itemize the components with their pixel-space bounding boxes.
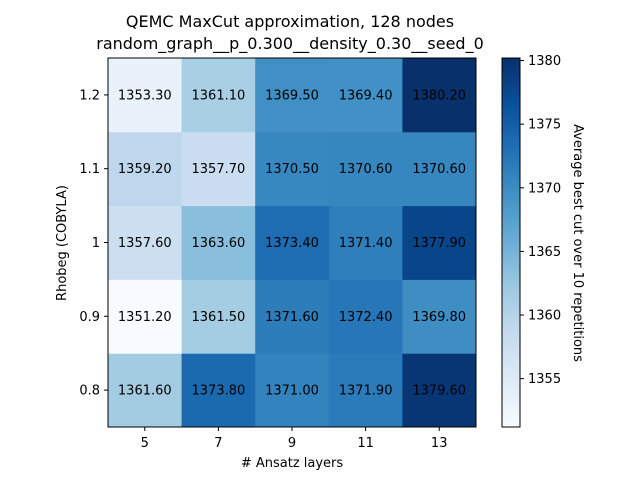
cell-value-label: 1361.10 xyxy=(192,88,246,103)
colorbar-tick-label: 1380 xyxy=(528,54,561,69)
colorbar-label: Average best cut over 10 repetitions xyxy=(570,124,585,362)
x-tick-label: 9 xyxy=(288,436,296,451)
cell-value-label: 1372.40 xyxy=(339,310,393,325)
cell-value-label: 1363.60 xyxy=(192,236,246,251)
heatmap-cell xyxy=(181,353,256,428)
colorbar-ticks: 1355 1360 1365 1370 1375 1380 xyxy=(520,54,561,387)
cell-value-label: 1369.50 xyxy=(265,88,319,103)
y-tick-label: 1 xyxy=(92,236,100,251)
cell-value-label: 1361.50 xyxy=(192,310,246,325)
heatmap-cell xyxy=(255,353,330,428)
cell-value-label: 1361.60 xyxy=(118,384,172,399)
y-tick-label: 1.1 xyxy=(79,162,100,177)
chart-title: QEMC MaxCut approximation, 128 nodes xyxy=(126,12,454,31)
cell-value-label: 1373.80 xyxy=(192,384,246,399)
cell-value-label: 1371.00 xyxy=(265,384,319,399)
heatmap-cell xyxy=(402,58,477,133)
heatmap-cell xyxy=(328,131,403,207)
x-axis-label: # Ansatz layers xyxy=(241,456,344,471)
heatmap-cell xyxy=(108,205,183,280)
heatmap-cell xyxy=(255,205,330,280)
colorbar-tick-label: 1375 xyxy=(528,118,561,133)
cell-value-label: 1380.20 xyxy=(412,88,466,103)
cell-value-label: 1371.40 xyxy=(339,236,393,251)
heatmap-cell xyxy=(402,131,477,207)
cell-value-label: 1351.20 xyxy=(118,310,172,325)
x-tick-label: 5 xyxy=(141,436,149,451)
heatmap-cell xyxy=(108,353,183,428)
colorbar-tick-label: 1365 xyxy=(528,245,561,260)
y-tick-label: 0.9 xyxy=(79,310,100,325)
cell-value-label: 1377.90 xyxy=(412,236,466,251)
y-tick-label: 0.8 xyxy=(79,384,100,399)
colorbar xyxy=(501,57,521,428)
x-tick-label: 11 xyxy=(357,436,374,451)
cell-value-label: 1370.60 xyxy=(339,162,393,177)
heatmap-cell xyxy=(402,353,477,428)
cell-value-label: 1370.50 xyxy=(265,162,319,177)
chart-subtitle: random_graph__p_0.300__density_0.30__see… xyxy=(96,34,484,54)
x-axis-ticks: 5 7 9 11 13 xyxy=(141,427,448,451)
x-tick-label: 7 xyxy=(214,436,222,451)
heatmap-cell xyxy=(108,279,183,354)
cell-value-label: 1359.20 xyxy=(118,162,172,177)
y-tick-label: 1.2 xyxy=(79,88,100,103)
cell-value-label: 1357.70 xyxy=(192,162,246,177)
colorbar-tick-label: 1370 xyxy=(528,181,561,196)
heatmap-cell xyxy=(255,131,330,207)
cell-value-label: 1369.80 xyxy=(412,310,466,325)
cell-value-label: 1353.30 xyxy=(118,88,172,103)
y-axis-label: Rhobeg (COBYLA) xyxy=(55,185,70,301)
cell-value-label: 1369.40 xyxy=(339,88,393,103)
heatmap-cell xyxy=(255,279,330,354)
x-tick-label: 13 xyxy=(431,436,448,451)
heatmap-cell xyxy=(328,279,403,354)
heatmap-cell xyxy=(181,205,256,280)
heatmap-cell xyxy=(181,58,256,133)
colorbar-tick-label: 1355 xyxy=(528,372,561,387)
heatmap-cell xyxy=(181,279,256,354)
heatmap-cell xyxy=(328,353,403,428)
heatmap-cell xyxy=(402,279,477,354)
y-axis-ticks: 0.8 0.9 1 1.1 1.2 xyxy=(79,88,108,399)
heatmap-cell xyxy=(181,131,256,207)
cell-value-label: 1370.60 xyxy=(412,162,466,177)
heatmap-cell xyxy=(108,131,183,207)
heatmap-cell xyxy=(108,58,183,133)
cell-value-label: 1371.60 xyxy=(265,310,319,325)
cell-value-label: 1379.60 xyxy=(412,384,466,399)
colorbar-tick-label: 1360 xyxy=(528,309,561,324)
heatmap-cell xyxy=(255,58,330,133)
heatmap-cell xyxy=(402,205,477,280)
cell-value-label: 1357.60 xyxy=(118,236,172,251)
cell-value-label: 1373.40 xyxy=(265,236,319,251)
heatmap-cell xyxy=(328,58,403,133)
heatmap-cell xyxy=(328,205,403,280)
cell-value-label: 1371.90 xyxy=(339,384,393,399)
heatmap-cells: 1361.60 1373.80 1371.00 1371.90 1379.60 1351.… xyxy=(108,58,477,428)
